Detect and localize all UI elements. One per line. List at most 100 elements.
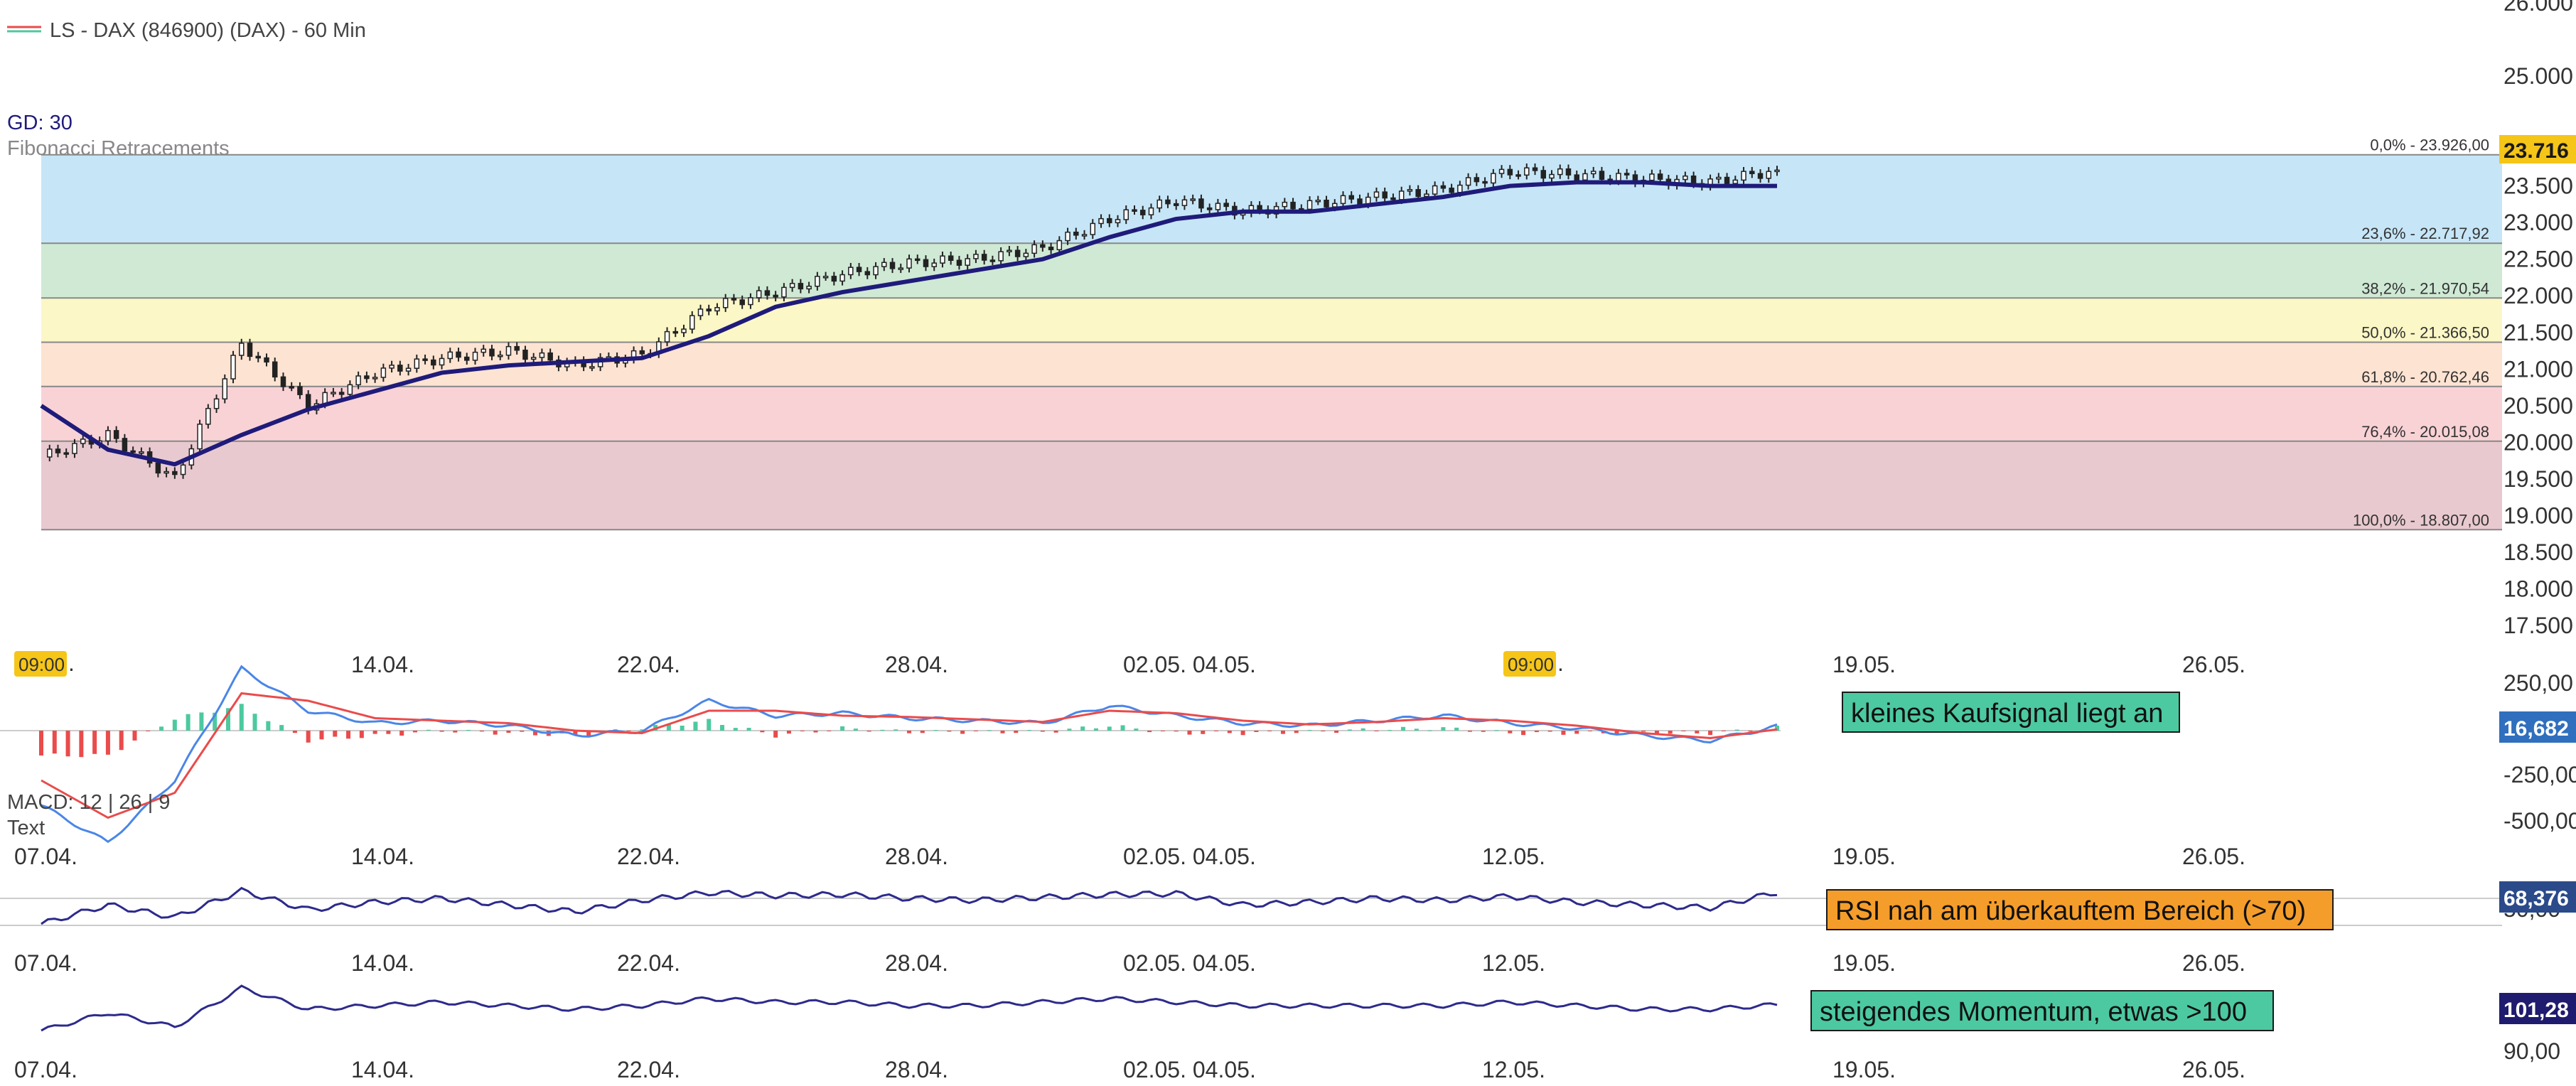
macd-hist-bar (399, 731, 404, 736)
fib-level-label: 23,6% - 22.717,92 (2361, 225, 2489, 242)
candle-body (1507, 168, 1513, 176)
macd-hist-bar (813, 731, 818, 733)
svg-text:RSI nah am überkauftem Bereich: RSI nah am überkauftem Bereich (>70) (1835, 896, 2306, 926)
candle-body (439, 357, 445, 366)
macd-hist-bar (1254, 731, 1259, 732)
x-tick-label: 09:00 (18, 654, 65, 675)
candle-body (914, 258, 921, 262)
candle-body (681, 328, 687, 333)
macd-hist-bar (1120, 725, 1125, 731)
candle-body (672, 330, 679, 334)
candle-body (1549, 173, 1555, 179)
macd-hist-bar (1481, 731, 1486, 732)
price-tick-label: 20.500 (2503, 393, 2573, 419)
candle-body (839, 274, 845, 282)
candle-body (1457, 184, 1463, 193)
candle-body (697, 308, 704, 316)
candle-body (372, 377, 378, 380)
x-tick-suffix: . (1557, 650, 1564, 676)
candle-body (664, 330, 670, 343)
macd-signal-line[interactable] (41, 692, 1778, 819)
macd-hist-bar (1441, 727, 1446, 731)
candle-body (1198, 198, 1204, 209)
macd-hist-bar (1093, 728, 1098, 731)
macd-hist-bar (412, 731, 417, 733)
macd-tick-label: -250,00 (2503, 762, 2576, 787)
candle-body (1532, 167, 1538, 171)
candle-body (72, 443, 77, 454)
candle-body (1332, 203, 1338, 208)
momentum-y-axis: 90,00 (2503, 1038, 2560, 1064)
x-tick-label: 26.05. (2182, 652, 2245, 677)
candle-body (1023, 252, 1029, 257)
macd-hist-bar (720, 724, 725, 731)
candle-body (931, 262, 937, 267)
candle-body (1031, 244, 1037, 254)
macd-hist-bar (386, 731, 391, 734)
x-tick-label: 02.05. 04.05. (1123, 950, 1256, 976)
x-tick-label: 28.04. (885, 1057, 948, 1082)
candle-body (1382, 191, 1388, 199)
candle-body (1540, 170, 1547, 179)
candle-body (906, 258, 912, 269)
candle-body (1123, 209, 1129, 220)
moving-average-line[interactable] (40, 180, 1777, 467)
candle-body (1449, 188, 1454, 193)
candle-body (1115, 219, 1121, 224)
macd-hist-bar (1280, 731, 1285, 734)
macd-hist-bar (1107, 726, 1112, 731)
macd-hist-bar (79, 731, 84, 758)
candle-body (1657, 173, 1663, 180)
candle-body (1749, 171, 1755, 175)
candle-body (46, 448, 53, 458)
macd-line[interactable] (41, 665, 1778, 844)
x-axis-momentum-row: 07.04. 14.04. 22.04. 28.04. 02.05. 04.05. 12.… (14, 950, 2245, 976)
candle-body (881, 262, 887, 267)
candle-body (1690, 175, 1697, 185)
macd-hist-bar (693, 721, 698, 731)
x-tick-label: 22.04. (617, 844, 680, 869)
candle-body (1156, 199, 1162, 209)
x-tick-label: 14.04. (351, 1057, 414, 1082)
macd-hist-bar (1414, 729, 1419, 731)
macd-hist-bar (1080, 726, 1085, 731)
candle-body (364, 375, 370, 380)
price-y-axis: 26.00025.00024.00023.50023.00022.50022.0… (2503, 0, 2573, 638)
candle-body (1515, 174, 1521, 177)
macd-hist-bar (1614, 731, 1619, 736)
candle-body (447, 351, 454, 360)
candle-body (1624, 173, 1630, 176)
macd-hist-bar (1294, 731, 1299, 733)
candle-body (1390, 197, 1396, 200)
macd-hist-bar (1334, 731, 1339, 733)
momentum-line[interactable] (41, 984, 1778, 1032)
fib-level-label: 76,4% - 20.015,08 (2361, 423, 2489, 441)
candle-body (155, 462, 161, 474)
candle-body (1132, 209, 1137, 212)
candle-body (205, 407, 211, 425)
svg-text:68,376: 68,376 (2503, 887, 2569, 910)
candle-body (1424, 193, 1429, 198)
candle-body (689, 315, 695, 330)
candle-body (831, 276, 837, 282)
macd-hist-bar (1307, 730, 1312, 731)
price-tick-label: 18.500 (2503, 539, 2573, 565)
rsi-line[interactable] (41, 886, 1778, 925)
x-tick-label: 28.04. (885, 652, 948, 677)
macd-hist-bar (306, 731, 311, 743)
candle-body (1599, 171, 1605, 180)
candle-body (989, 259, 996, 262)
x-tick-label: 22.04. (617, 652, 680, 677)
candle-body (1440, 185, 1447, 189)
macd-last-value-tag: 16,682 (2499, 711, 2576, 743)
macd-hist-bar (840, 726, 845, 731)
macd-hist-bar (907, 731, 911, 733)
candle-body (1014, 249, 1021, 257)
x-tick-label: 12.05. (1482, 844, 1545, 869)
candle-body (589, 366, 595, 369)
x-tick-label: 19.05. (1832, 844, 1896, 869)
macd-hist-bar (1574, 731, 1579, 734)
candle-body (864, 271, 871, 276)
macd-hist-bar (1401, 726, 1406, 731)
fib-level-label: 50,0% - 21.366,50 (2361, 324, 2489, 342)
